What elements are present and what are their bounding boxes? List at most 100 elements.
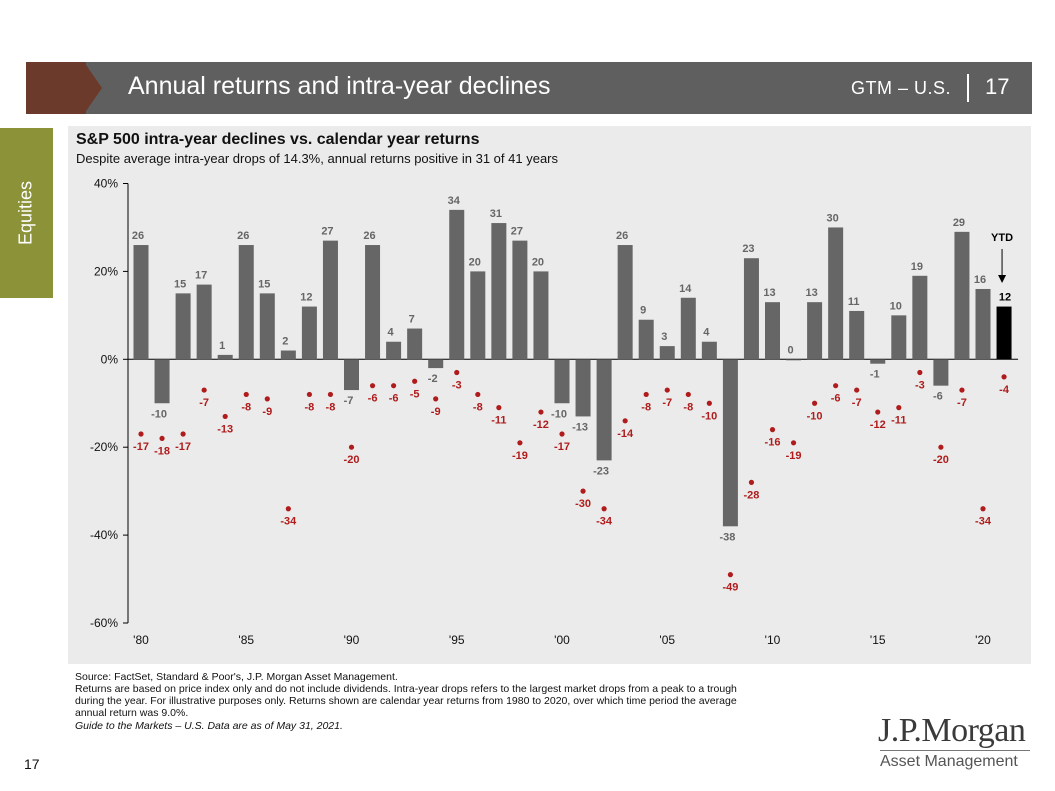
return-bar [533,271,549,360]
decline-dot [348,444,355,450]
decline-dot [369,383,376,389]
decline-dot [412,378,418,384]
return-label: -13 [572,421,588,433]
y-tick-label: -40% [90,528,118,542]
returns-chart: 40% 20% 0% -20% -40% -60% '80 '85 '90 '95 '00 '05 '1… [90,177,1019,647]
return-label: -10 [551,408,567,420]
return-bar [891,315,907,360]
return-label: -7 [344,395,354,407]
jpmorgan-logo: J.P.Morgan [878,712,1026,749]
decline-label: -8 [326,401,336,413]
return-bar [975,288,991,360]
return-bar [996,306,1012,360]
decline-dot [433,396,439,402]
return-label: -23 [593,465,609,477]
source-line: annual return was 9.0%. [75,707,189,719]
return-bar [217,354,233,360]
decline-label: -9 [262,406,272,418]
decline-label: -7 [199,397,209,409]
decline-dot [306,391,312,398]
decline-dot [159,435,165,442]
return-label: 7 [409,314,415,326]
decline-dot [854,387,860,393]
return-label: 2 [282,336,288,348]
decline-label: -14 [617,428,634,440]
y-tick-label: -20% [90,440,118,454]
return-bar [428,359,444,369]
return-label: 12 [300,292,312,304]
y-tick-label: -60% [90,616,118,630]
return-label: 16 [974,274,986,286]
decline-label: -49 [722,582,738,594]
return-bar [807,302,823,360]
decline-dot [812,400,818,406]
decline-dot [327,391,334,398]
return-label: 13 [805,287,817,299]
decline-label: -10 [807,410,823,422]
x-tick-label: '20 [975,633,991,647]
header-page-number: 17 [985,74,1010,99]
chart-subtitle: Despite average intra-year drops of 14.3… [76,151,558,166]
decline-dot [959,387,965,393]
return-label: 20 [532,256,544,268]
decline-dot [917,369,923,376]
header-chevron-icon [84,62,102,114]
return-bar [322,240,338,360]
decline-dot [769,427,776,433]
return-label: 12 [999,292,1011,304]
decline-dot [475,391,481,398]
return-label: 0 [787,344,793,356]
decline-dot [727,572,734,578]
source-line: Guide to the Markets – U.S. Data are as … [75,720,343,732]
return-label: 4 [388,327,395,339]
decline-label: -6 [368,393,378,405]
return-label: -10 [151,408,167,420]
return-label: 26 [237,230,249,242]
decline-label: -8 [473,401,483,413]
source-line: during the year. For illustrative purpos… [75,695,737,707]
return-bar [722,359,738,527]
return-bar [449,209,465,360]
decline-dot [222,413,228,420]
return-bar [470,271,486,360]
page-title: Annual returns and intra-year declines [128,72,551,100]
decline-label: -10 [701,410,717,422]
decline-dot [559,431,565,437]
decline-label: -28 [743,489,759,501]
decline-label: -8 [241,401,251,413]
decline-label: -3 [915,379,925,391]
return-bar [386,341,402,360]
chart-title: S&P 500 intra-year declines vs. calendar… [76,131,480,148]
decline-dot [454,369,460,376]
return-label: 10 [890,300,902,312]
decline-label: -9 [431,406,441,418]
return-bar [933,359,949,386]
decline-label: -4 [999,384,1010,396]
return-bar [133,245,149,360]
return-bar [238,245,254,360]
return-bar [680,297,696,360]
footer-page-number: 17 [24,756,40,772]
decline-label: -8 [641,401,651,413]
decline-dot [517,440,523,446]
return-bar [154,359,170,404]
decline-dot [496,405,502,411]
return-bar [365,245,381,360]
return-label: 17 [195,270,207,282]
ytd-arrow-icon [998,275,1007,283]
source-line: Returns are based on price index only an… [75,683,737,695]
y-tick-label: 40% [94,177,118,191]
decline-label: -12 [870,419,886,431]
decline-dot [138,431,144,437]
decline-label: -3 [452,379,462,391]
decline-label: -8 [683,401,693,413]
return-bar [954,231,970,360]
decline-dot [790,440,797,446]
decline-dot [580,488,586,494]
return-bar [196,284,212,360]
return-label: 14 [679,283,692,295]
return-label: 3 [661,331,667,343]
section-tab [0,128,53,298]
decline-dot [391,383,397,389]
return-bar [638,319,654,360]
